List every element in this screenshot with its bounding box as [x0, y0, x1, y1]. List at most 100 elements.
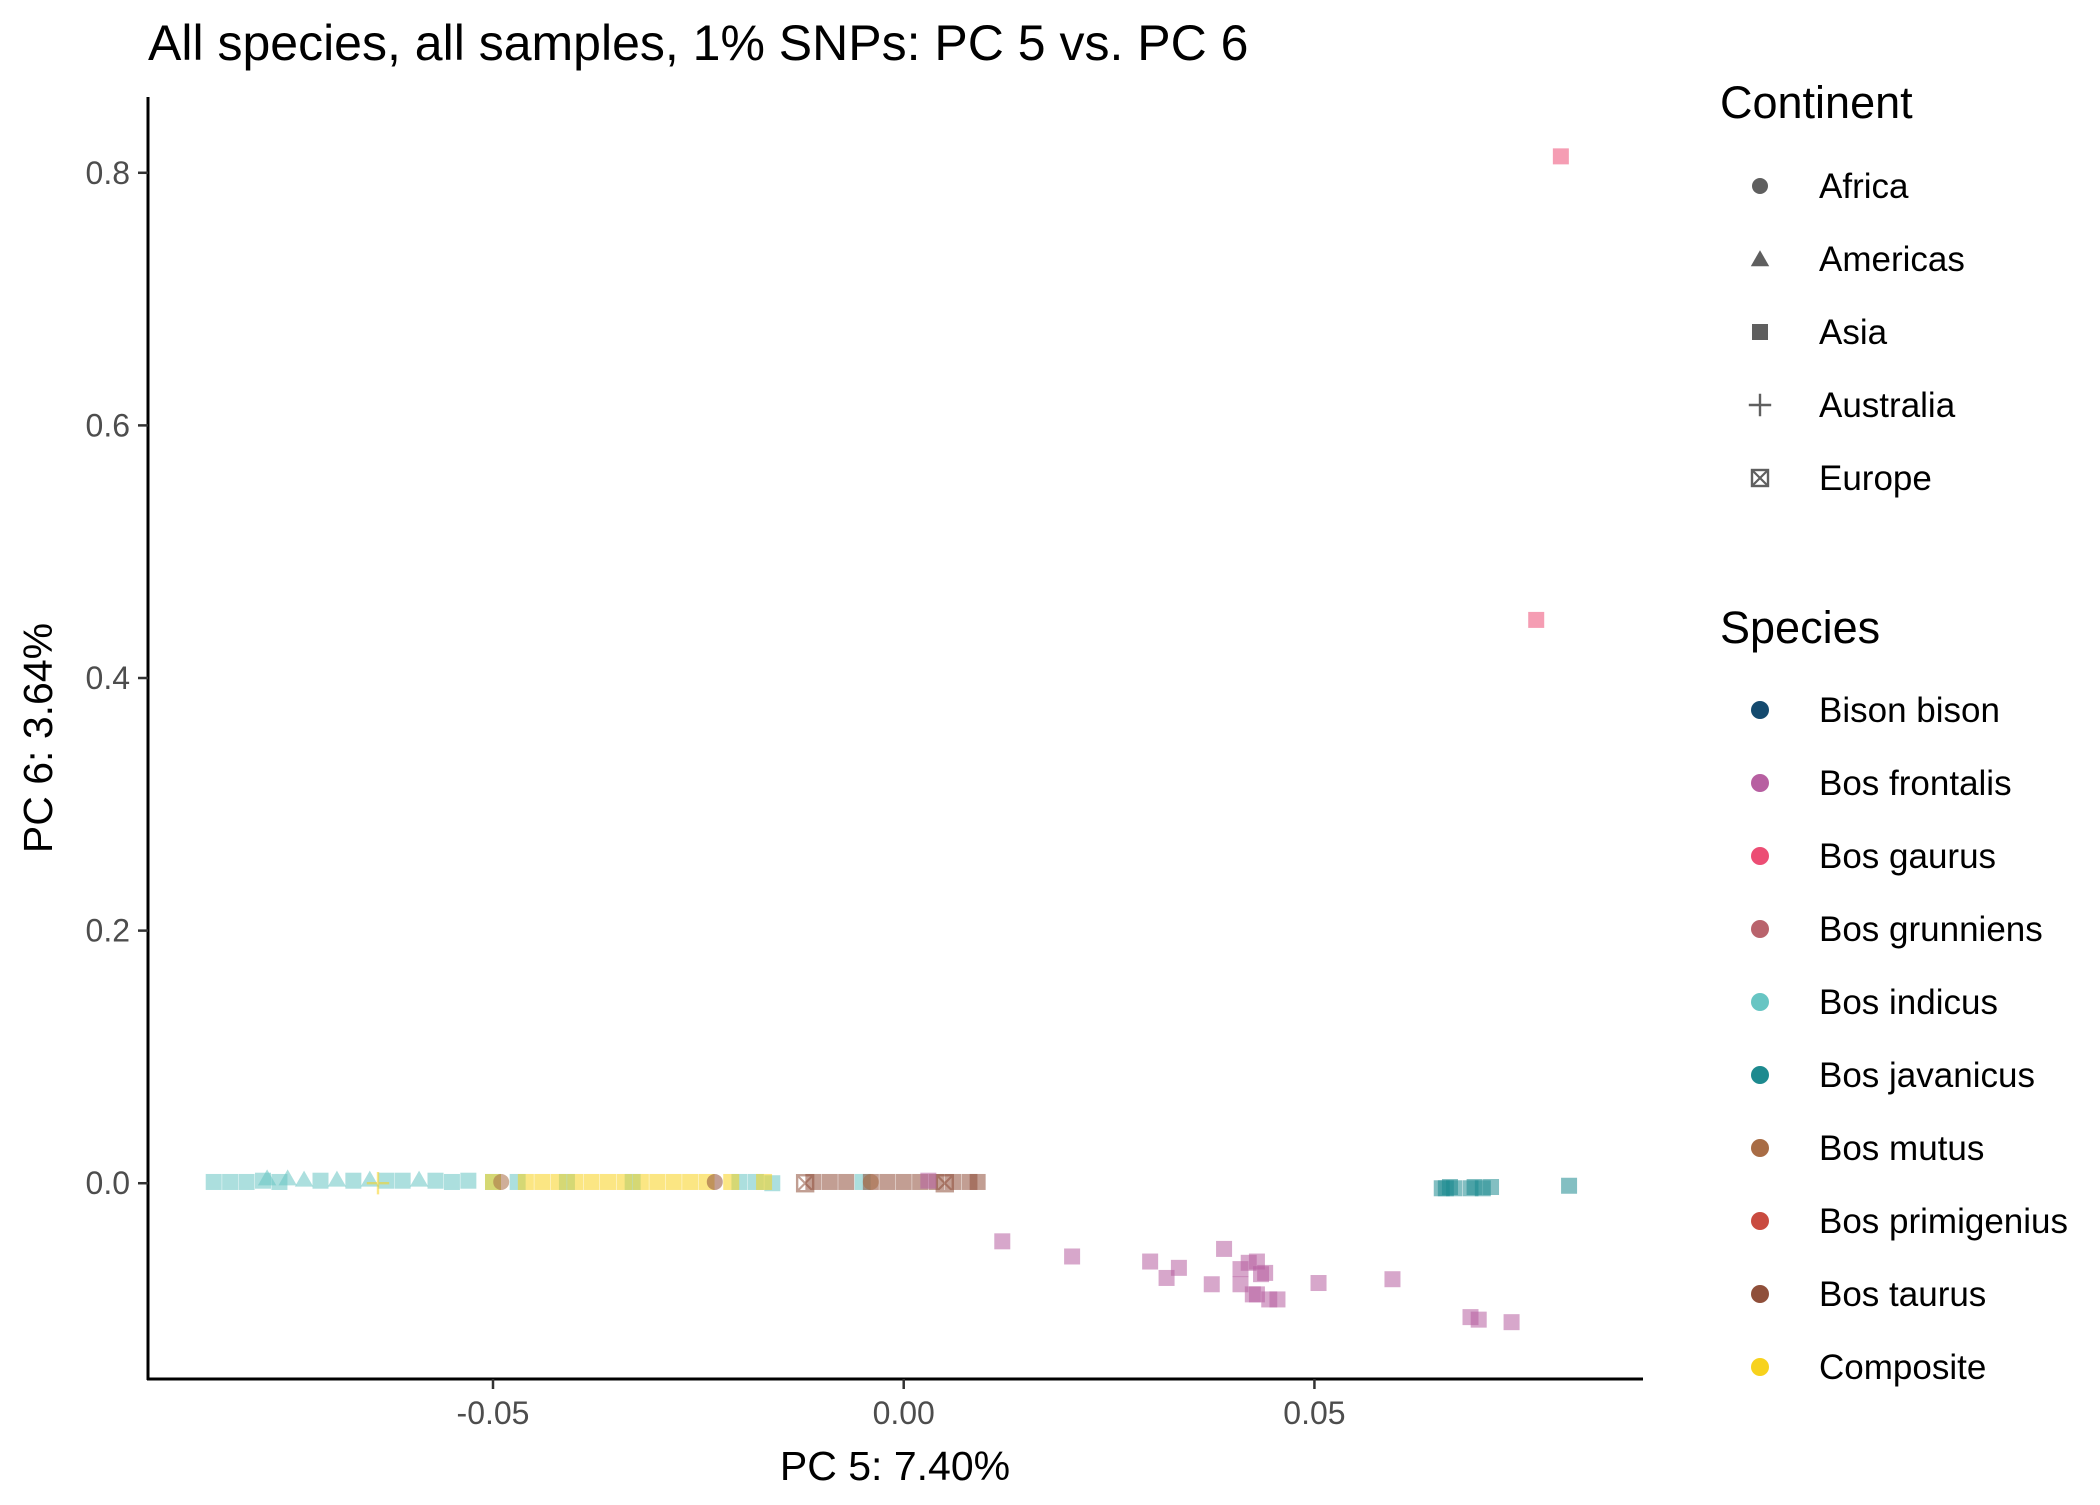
- legend-label: Bos frontalis: [1819, 764, 2012, 803]
- data-point: [1528, 611, 1545, 628]
- color-key-icon: [1751, 1358, 1769, 1376]
- data-point: [706, 1173, 723, 1190]
- species-legend-title: Species: [1720, 602, 1880, 653]
- data-point: [1232, 1276, 1249, 1293]
- data-point: [205, 1173, 222, 1190]
- data-point: [443, 1173, 460, 1190]
- data-point: [1142, 1253, 1159, 1270]
- legend-item-bos-mutus: Bos mutus: [1751, 1129, 1984, 1168]
- continent-legend: Continent Africa Americas Asia Australia Euro…: [1720, 77, 1965, 498]
- legend-item-bos-gaurus: Bos gaurus: [1751, 837, 1996, 876]
- legend-label: Composite: [1819, 1348, 1986, 1387]
- data-point: [805, 1173, 822, 1190]
- color-key-icon: [1751, 774, 1769, 792]
- chart-title: All species, all samples, 1% SNPs: PC 5 …: [148, 15, 1248, 71]
- data-point: [994, 1233, 1011, 1250]
- legend-item-australia: Australia: [1748, 386, 1956, 425]
- legend-item-bos-javanicus: Bos javanicus: [1751, 1056, 2035, 1095]
- plus-key-icon: [1748, 393, 1772, 417]
- legend-label: Americas: [1819, 240, 1965, 279]
- data-point: [1269, 1291, 1286, 1308]
- data-point: [632, 1173, 649, 1190]
- data-point: [1552, 148, 1569, 165]
- color-key-icon: [1751, 1066, 1769, 1084]
- data-point: [600, 1173, 616, 1190]
- series-bos-mutus: [493, 1173, 879, 1190]
- legend-item-asia: Asia: [1752, 313, 1888, 352]
- data-point: [427, 1172, 444, 1189]
- data-point: [723, 1173, 740, 1190]
- y-axis-title: PC 6: 3.64%: [15, 623, 61, 853]
- series-bos-javanicus: [1433, 1177, 1578, 1197]
- data-point: [366, 1172, 390, 1195]
- series-composite: [366, 1172, 773, 1195]
- data-point: [682, 1173, 699, 1190]
- data-point: [1483, 1179, 1500, 1196]
- data-point: [879, 1173, 896, 1190]
- species-legend: Species Bison bison Bos frontalis Bos gauru…: [1720, 602, 2068, 1387]
- x-tick-label: -0.05: [457, 1395, 530, 1431]
- color-key-icon: [1751, 993, 1769, 1011]
- legend-label: Bos javanicus: [1819, 1056, 2035, 1095]
- data-point: [534, 1173, 551, 1190]
- data-point: [1170, 1259, 1187, 1276]
- data-point: [821, 1173, 838, 1190]
- data-point: [665, 1173, 682, 1190]
- series-bos-indicus: [205, 1169, 871, 1192]
- data-point: [1064, 1248, 1081, 1265]
- series-bos-frontalis: [920, 1172, 1520, 1331]
- y-tick-label: 0.2: [86, 913, 130, 949]
- square-key-icon: [1752, 324, 1768, 340]
- legend-item-composite: Composite: [1751, 1348, 1986, 1387]
- y-tick-label: 0.6: [86, 407, 130, 443]
- legend-label: Africa: [1819, 167, 1909, 206]
- legend-label: Bos grunniens: [1819, 910, 2043, 949]
- data-point: [862, 1173, 879, 1190]
- data-point: [278, 1169, 297, 1186]
- data-point: [1248, 1286, 1265, 1303]
- series-bos-gaurus: [1528, 148, 1569, 628]
- data-point: [1503, 1314, 1520, 1331]
- data-point: [1310, 1275, 1327, 1292]
- continent-legend-title: Continent: [1720, 77, 1913, 128]
- data-point: [1384, 1271, 1401, 1288]
- color-key-icon: [1751, 1285, 1769, 1303]
- legend-item-bos-frontalis: Bos frontalis: [1751, 764, 2012, 803]
- data-point: [550, 1173, 567, 1190]
- data-point: [895, 1173, 912, 1190]
- data-point: [345, 1172, 362, 1189]
- data-point: [1561, 1177, 1578, 1194]
- data-point: [649, 1173, 666, 1190]
- circle-key-icon: [1752, 178, 1768, 194]
- data-point: [616, 1173, 633, 1190]
- legend-item-bos-grunniens: Bos grunniens: [1751, 910, 2043, 949]
- legend-item-bison-bison: Bison bison: [1751, 691, 2000, 730]
- legend-label: Bos gaurus: [1819, 837, 1996, 876]
- legend-item-europe: Europe: [1750, 459, 1932, 498]
- data-point: [517, 1173, 534, 1190]
- data-point: [1158, 1269, 1175, 1286]
- color-key-icon: [1751, 847, 1769, 865]
- data-point: [1446, 1180, 1463, 1197]
- legend-item-bos-indicus: Bos indicus: [1751, 983, 1998, 1022]
- legend-item-bos-taurus: Bos taurus: [1751, 1275, 1986, 1314]
- legend-label: Bos mutus: [1819, 1129, 1984, 1168]
- data-point: [756, 1173, 773, 1190]
- color-key-icon: [1751, 1139, 1769, 1157]
- legend-item-bos-primigenius: Bos primigenius: [1751, 1202, 2068, 1241]
- data-point: [460, 1172, 477, 1189]
- color-key-icon: [1751, 920, 1769, 938]
- y-axis-ticks: 0.0 0.2 0.4 0.6 0.8: [86, 155, 148, 1201]
- data-point: [567, 1173, 584, 1190]
- data-point: [312, 1172, 329, 1189]
- data-point: [583, 1173, 600, 1190]
- x-axis-ticks: -0.05 0.00 0.05: [457, 1379, 1346, 1431]
- square-x-key-icon: [1750, 468, 1770, 488]
- legend-label: Bos primigenius: [1819, 1202, 2068, 1241]
- legend-item-americas: Americas: [1750, 240, 1965, 279]
- data-points: [205, 148, 1578, 1331]
- x-axis-title: PC 5: 7.40%: [780, 1443, 1010, 1489]
- data-point: [222, 1173, 239, 1190]
- x-tick-label: 0.00: [873, 1395, 935, 1431]
